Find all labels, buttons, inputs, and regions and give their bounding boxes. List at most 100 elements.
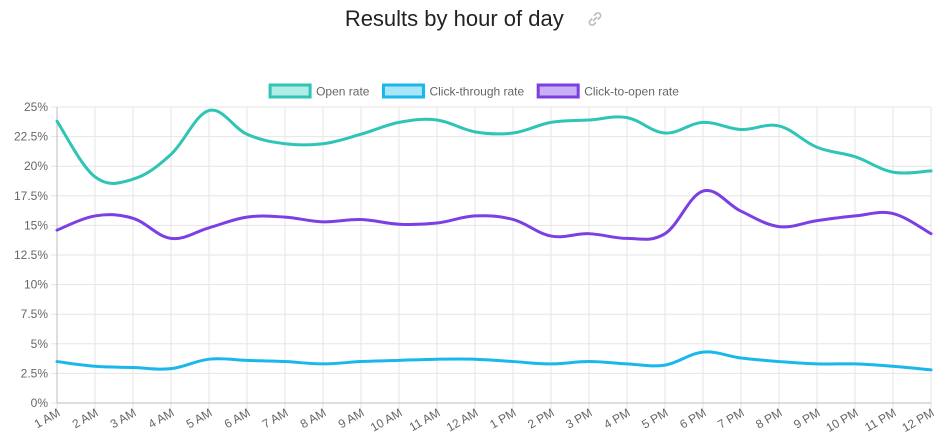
data-point[interactable] xyxy=(735,352,747,364)
data-point[interactable] xyxy=(51,356,63,368)
data-point[interactable] xyxy=(545,358,557,370)
data-point[interactable] xyxy=(241,354,253,366)
data-point[interactable] xyxy=(203,353,215,365)
data-point[interactable] xyxy=(165,363,177,375)
x-tick-label: 9 AM xyxy=(336,405,367,431)
data-point[interactable] xyxy=(925,165,937,177)
data-point[interactable] xyxy=(583,356,595,368)
data-point[interactable] xyxy=(203,222,215,234)
data-point[interactable] xyxy=(165,232,177,244)
data-point[interactable] xyxy=(51,224,63,236)
data-point[interactable] xyxy=(431,217,443,229)
x-tick-label: 1 PM xyxy=(487,405,518,431)
data-point[interactable] xyxy=(241,128,253,140)
data-point[interactable] xyxy=(51,115,63,127)
y-tick-label: 17.5% xyxy=(14,189,48,203)
data-point[interactable] xyxy=(887,208,899,220)
data-point[interactable] xyxy=(393,218,405,230)
data-point[interactable] xyxy=(507,127,519,139)
series-line-click-to-open-rate xyxy=(55,189,933,241)
data-point[interactable] xyxy=(697,185,709,197)
data-point[interactable] xyxy=(697,346,709,358)
data-point[interactable] xyxy=(89,210,101,222)
x-tick-label: 3 AM xyxy=(108,405,139,431)
legend-item-click-through-rate[interactable]: Click-through rate xyxy=(381,83,525,99)
data-point[interactable] xyxy=(431,114,443,126)
data-point[interactable] xyxy=(165,148,177,160)
data-point[interactable] xyxy=(127,173,139,185)
link-icon[interactable] xyxy=(586,10,604,28)
data-point[interactable] xyxy=(355,213,367,225)
data-point[interactable] xyxy=(773,221,785,233)
data-point[interactable] xyxy=(127,361,139,373)
data-point[interactable] xyxy=(355,356,367,368)
data-point[interactable] xyxy=(279,138,291,150)
data-point[interactable] xyxy=(811,358,823,370)
data-point[interactable] xyxy=(811,141,823,153)
data-point[interactable] xyxy=(355,128,367,140)
y-tick-label: 15% xyxy=(24,218,48,232)
data-point[interactable] xyxy=(887,166,899,178)
data-point[interactable] xyxy=(469,353,481,365)
x-tick-label: 8 PM xyxy=(753,405,784,431)
data-point[interactable] xyxy=(925,364,937,376)
data-point[interactable] xyxy=(393,116,405,128)
series-lines xyxy=(51,105,937,376)
data-point[interactable] xyxy=(659,359,671,371)
data-point[interactable] xyxy=(773,356,785,368)
x-tick-label: 12 AM xyxy=(444,405,480,434)
data-point[interactable] xyxy=(317,216,329,228)
data-point[interactable] xyxy=(659,127,671,139)
data-point[interactable] xyxy=(469,210,481,222)
data-point[interactable] xyxy=(773,120,785,132)
x-tick-label: 2 AM xyxy=(70,405,101,431)
data-point[interactable] xyxy=(849,210,861,222)
legend-item-open-rate[interactable]: Open rate xyxy=(268,83,370,99)
data-point[interactable] xyxy=(431,353,443,365)
data-point[interactable] xyxy=(545,116,557,128)
data-point[interactable] xyxy=(279,211,291,223)
data-point[interactable] xyxy=(659,228,671,240)
data-point[interactable] xyxy=(925,228,937,240)
legend-swatch xyxy=(381,83,425,99)
data-point[interactable] xyxy=(621,232,633,244)
x-tick-label: 11 PM xyxy=(862,405,898,434)
data-point[interactable] xyxy=(317,358,329,370)
y-tick-label: 25% xyxy=(24,100,48,114)
data-point[interactable] xyxy=(545,230,557,242)
data-point[interactable] xyxy=(697,116,709,128)
data-point[interactable] xyxy=(127,212,139,224)
data-point[interactable] xyxy=(735,205,747,217)
chart-title: Results by hour of day xyxy=(344,6,564,31)
x-tick-label: 5 PM xyxy=(639,405,670,431)
data-point[interactable] xyxy=(393,354,405,366)
x-tick-label: 4 PM xyxy=(601,405,632,431)
x-tick-label: 7 PM xyxy=(715,405,746,431)
data-point[interactable] xyxy=(241,211,253,223)
y-tick-label: 10% xyxy=(24,278,48,292)
data-point[interactable] xyxy=(849,151,861,163)
data-point[interactable] xyxy=(583,228,595,240)
data-point[interactable] xyxy=(203,105,215,117)
data-point[interactable] xyxy=(89,171,101,183)
legend-item-click-to-open-rate[interactable]: Click-to-open rate xyxy=(536,83,679,99)
data-point[interactable] xyxy=(887,360,899,372)
data-point[interactable] xyxy=(849,358,861,370)
x-tick-label: 10 AM xyxy=(368,405,404,434)
data-point[interactable] xyxy=(507,213,519,225)
data-point[interactable] xyxy=(811,215,823,227)
data-point[interactable] xyxy=(583,114,595,126)
data-point[interactable] xyxy=(89,360,101,372)
data-point[interactable] xyxy=(279,356,291,368)
data-point[interactable] xyxy=(621,358,633,370)
legend-swatch xyxy=(268,83,312,99)
data-point[interactable] xyxy=(735,123,747,135)
data-point[interactable] xyxy=(469,126,481,138)
legend-label: Click-to-open rate xyxy=(584,85,679,99)
y-tick-label: 2.5% xyxy=(21,366,49,380)
data-point[interactable] xyxy=(317,138,329,150)
data-point[interactable] xyxy=(621,112,633,124)
data-point[interactable] xyxy=(507,356,519,368)
legend-label: Open rate xyxy=(316,85,370,99)
